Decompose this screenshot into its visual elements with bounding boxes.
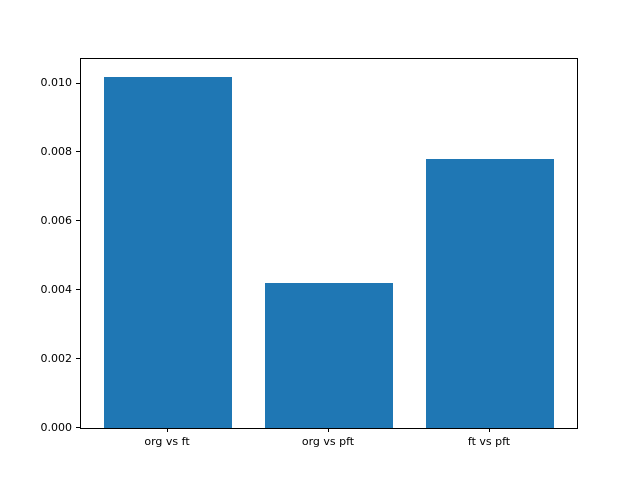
y-tick-mark [76, 151, 80, 153]
bar-ft-vs-pft [425, 159, 555, 428]
x-tick-label: org vs ft [144, 435, 190, 448]
y-tick-label: 0.010 [40, 76, 73, 89]
y-tick-mark [76, 427, 80, 428]
y-tick-mark [76, 358, 80, 360]
x-tick-label: org vs pft [301, 435, 355, 448]
y-tick-mark [76, 289, 80, 291]
x-tick-label: ft vs pft [467, 435, 511, 448]
bar-org-vs-pft [264, 283, 394, 428]
y-tick-label: 0.002 [40, 351, 73, 365]
y-tick-label: 0.004 [40, 282, 73, 296]
y-tick-mark [76, 220, 80, 222]
bar-org-vs-ft [103, 76, 233, 428]
y-tick-mark [76, 82, 80, 84]
y-tick-label: 0.000 [40, 420, 73, 434]
x-tick-mark [328, 428, 329, 432]
plot-area [80, 58, 578, 429]
x-tick-mark [167, 428, 168, 432]
y-tick-label: 0.006 [40, 213, 73, 227]
y-tick-label: 0.008 [40, 144, 73, 158]
x-tick-mark [489, 428, 490, 432]
